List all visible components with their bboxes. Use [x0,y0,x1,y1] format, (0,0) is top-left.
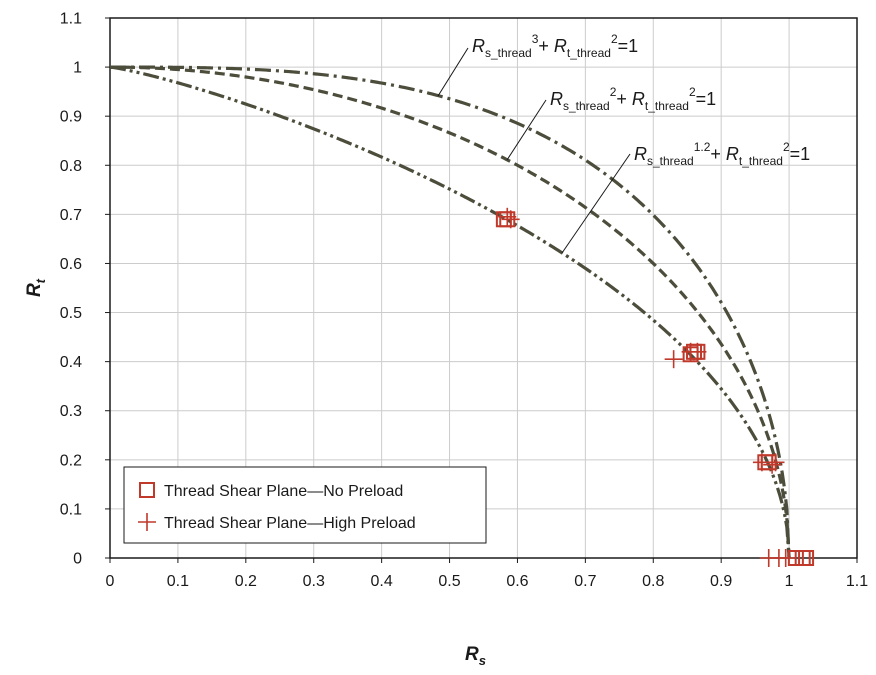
x-tick-label: 0.6 [506,573,528,590]
y-tick-label: 0.1 [60,501,82,518]
y-tick-label: 0.4 [60,354,82,371]
y-tick-label: 0.3 [60,403,82,420]
x-tick-label: 0.3 [303,573,325,590]
y-tick-label: 0.9 [60,109,82,126]
data-point-high-preload [776,549,795,567]
curve-n-2 [110,65,791,559]
curve-label-leader [437,47,469,97]
plot-frame [109,17,858,559]
x-tick-label: 1 [785,573,794,590]
curve-n-1-2 [109,65,791,559]
curve-n-3 [110,65,791,559]
legend-plus-icon [138,513,156,531]
y-tick-label: 0.2 [60,452,82,469]
x-tick-label: 1.1 [846,573,868,590]
x-tick-label: 0.5 [438,573,460,590]
data-point-high-preload [763,455,782,474]
curve-label-leader [561,153,631,254]
x-tick-label: 0.9 [710,573,732,590]
data-point-high-preload [498,207,517,226]
x-tick-label: 0.2 [235,573,257,590]
y-tick-label: 0.7 [60,207,82,224]
curve-label: Rs_thread2+ Rt_thread2=1 [550,85,716,113]
y-tick-label: 0.6 [60,256,82,273]
x-tick-label: 0.8 [642,573,664,590]
y-axis-label: Rt [24,278,48,297]
data-point-high-preload [766,453,785,472]
legend-label: Thread Shear Plane—High Preload [164,515,416,532]
data-point-no-preload [798,550,815,566]
legend-square-icon [139,482,155,498]
x-tick-label: 0.7 [574,573,596,590]
x-axis-label: Rs [465,644,486,668]
y-tick-label: 1.1 [60,11,82,28]
y-tick-label: 0 [73,551,82,568]
curve-label: Rs_thread3+ Rt_thread2=1 [472,32,638,60]
x-tick-label: 0.1 [167,573,189,590]
legend-box [123,466,487,544]
data-point-high-preload [664,350,683,369]
curve-label: Rs_thread1.2+ Rt_thread2=1 [634,140,810,168]
data-point-high-preload [501,210,520,229]
x-tick-label: 0 [106,573,115,590]
data-point-high-preload [688,342,707,361]
legend-label: Thread Shear Plane—No Preload [164,483,403,500]
curve-label-leader [506,99,547,161]
x-tick-label: 0.4 [371,573,393,590]
y-tick-label: 0.8 [60,158,82,175]
y-tick-label: 1 [73,60,82,77]
y-tick-label: 0.5 [60,305,82,322]
